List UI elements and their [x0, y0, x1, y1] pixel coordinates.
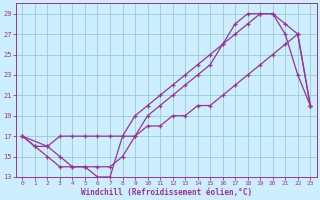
- X-axis label: Windchill (Refroidissement éolien,°C): Windchill (Refroidissement éolien,°C): [81, 188, 252, 197]
